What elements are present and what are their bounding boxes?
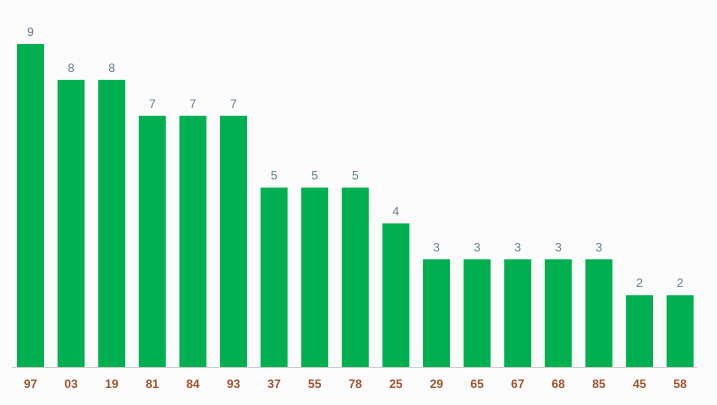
bar-85 (585, 259, 613, 367)
bar-67 (504, 259, 532, 367)
x-tick-label-65: 65 (470, 377, 484, 391)
value-label-25: 4 (393, 204, 400, 218)
value-label-97: 9 (27, 25, 34, 39)
bar-81 (138, 115, 166, 367)
x-tick-label-45: 45 (633, 377, 647, 391)
value-labels-group: 9 8 8 7 7 7 5 5 5 4 3 3 3 3 3 2 2 (27, 25, 684, 290)
bar-65 (463, 259, 491, 367)
x-tick-label-78: 78 (349, 377, 363, 391)
bar-55 (301, 187, 329, 367)
bar-58 (666, 295, 694, 367)
bars-group (17, 44, 694, 368)
value-label-84: 7 (190, 97, 197, 111)
bar-25 (382, 223, 410, 367)
value-label-55: 5 (311, 169, 318, 183)
value-label-78: 5 (352, 169, 359, 183)
value-label-68: 3 (555, 240, 562, 254)
x-tick-label-68: 68 (552, 377, 566, 391)
x-tick-label-85: 85 (592, 377, 606, 391)
x-tick-label-19: 19 (105, 377, 119, 391)
bar-93 (220, 115, 247, 367)
value-label-03: 8 (68, 61, 75, 75)
x-tick-label-67: 67 (511, 377, 525, 391)
bar-19 (98, 79, 126, 368)
bar-29 (423, 259, 450, 367)
x-tick-label-81: 81 (146, 377, 160, 391)
value-label-29: 3 (433, 240, 440, 254)
value-label-85: 3 (596, 240, 603, 254)
value-label-65: 3 (474, 240, 481, 254)
x-tick-label-37: 37 (267, 377, 281, 391)
x-tick-label-55: 55 (308, 377, 322, 391)
value-label-19: 8 (108, 61, 115, 75)
bar-78 (341, 187, 369, 367)
x-tick-label-97: 97 (24, 377, 38, 391)
value-label-45: 2 (636, 276, 643, 290)
x-tick-label-25: 25 (389, 377, 403, 391)
bar-68 (544, 259, 572, 367)
value-label-37: 5 (271, 169, 278, 183)
bar-84 (179, 115, 207, 367)
x-tick-label-93: 93 (227, 377, 241, 391)
bar-45 (626, 295, 653, 367)
value-label-58: 2 (677, 276, 684, 290)
x-tick-labels-group: 97 03 19 81 84 93 37 55 78 25 29 65 67 68 85 45 58 (24, 377, 687, 391)
value-label-67: 3 (514, 240, 521, 254)
x-tick-label-58: 58 (673, 377, 687, 391)
bar-37 (260, 187, 288, 367)
bar-97 (17, 44, 44, 367)
value-label-81: 7 (149, 97, 156, 111)
x-tick-label-29: 29 (430, 377, 444, 391)
x-tick-label-84: 84 (186, 377, 200, 391)
value-label-93: 7 (230, 97, 237, 111)
bar-03 (57, 79, 85, 368)
x-tick-label-03: 03 (64, 377, 78, 391)
